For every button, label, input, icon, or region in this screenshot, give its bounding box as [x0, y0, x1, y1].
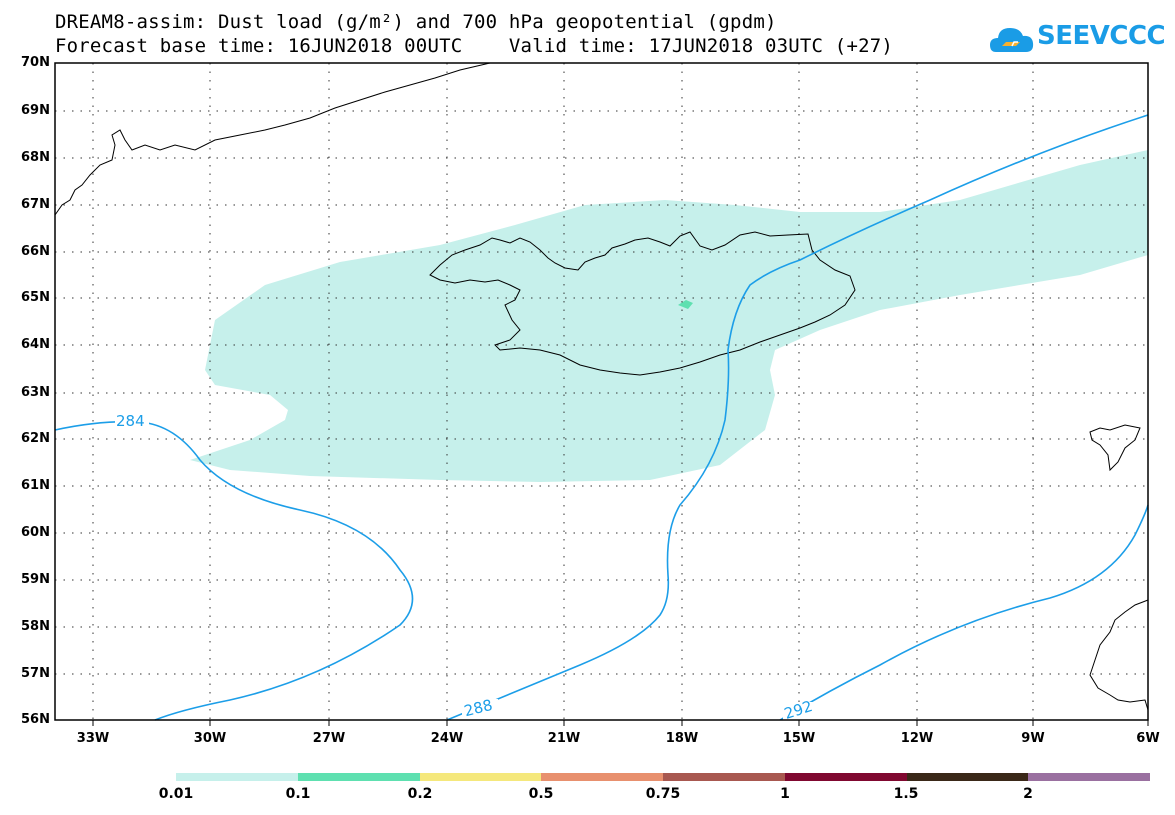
lon-label: 6W [1136, 731, 1160, 746]
lat-label: 56N [21, 712, 50, 727]
lat-label: 61N [21, 478, 50, 493]
lon-label: 18W [665, 731, 699, 746]
contour-292 [779, 504, 1149, 721]
map-frame [54, 62, 1149, 721]
lon-label: 27W [312, 731, 346, 746]
lat-label: 70N [21, 55, 50, 70]
lat-label: 63N [21, 385, 50, 400]
lat-label: 66N [21, 244, 50, 259]
colorbar-swatch [419, 773, 542, 781]
cloud-icon [990, 28, 1034, 52]
lat-label: 67N [21, 197, 50, 212]
lon-label: 12W [900, 731, 934, 746]
lat-label: 65N [21, 290, 50, 305]
colorbar-label: 2 [1023, 786, 1033, 802]
lat-label: 57N [21, 666, 50, 681]
logo-text: SEEVCCC [1037, 21, 1166, 51]
greenland-coastline [54, 62, 491, 216]
lon-label: 30W [193, 731, 227, 746]
faroe-islands [1089, 424, 1141, 472]
colorbar-swatch [906, 773, 1029, 781]
lat-label: 59N [21, 572, 50, 587]
colorbar-swatch [297, 773, 420, 781]
scotland-coastline [1089, 599, 1149, 711]
lon-label: 24W [430, 731, 464, 746]
axis-ticks [92, 720, 1149, 726]
colorbar-label: 0.01 [158, 786, 194, 802]
lat-label: 58N [21, 619, 50, 634]
colorbar-label: 0.2 [407, 786, 433, 802]
map-subtitle: Forecast base time: 16JUN2018 00UTC Vali… [55, 35, 894, 57]
lat-label: 64N [21, 337, 50, 352]
dust-region-core [678, 300, 693, 309]
colorbar-label: 0.75 [645, 786, 681, 802]
colorbar-label: 1 [780, 786, 790, 802]
contour-288 [446, 114, 1149, 721]
lat-label: 68N [21, 150, 50, 165]
colorbar-swatch [176, 773, 298, 781]
colorbar-label: 1.5 [893, 786, 919, 802]
iceland-coastline [429, 231, 856, 376]
contour-284 [54, 420, 414, 721]
colorbar-label: 0.1 [285, 786, 311, 802]
grid-lines [55, 63, 1148, 720]
lon-label: 9W [1021, 731, 1045, 746]
lon-label: 21W [547, 731, 581, 746]
colorbar-swatch [1028, 773, 1150, 781]
contour-label-284: 284 [116, 412, 145, 430]
lat-label: 69N [21, 103, 50, 118]
lat-label: 60N [21, 525, 50, 540]
colorbar-swatch [663, 773, 785, 781]
dust-region-low [190, 150, 1148, 482]
colorbar-swatch [541, 773, 663, 781]
colorbar [176, 773, 1150, 781]
colorbar-label: 0.5 [528, 786, 554, 802]
lon-label: 33W [76, 731, 110, 746]
lat-label: 62N [21, 431, 50, 446]
colorbar-swatch [784, 773, 907, 781]
map-title: DREAM8-assim: Dust load (g/m²) and 700 h… [55, 11, 777, 33]
lon-label: 15W [782, 731, 816, 746]
